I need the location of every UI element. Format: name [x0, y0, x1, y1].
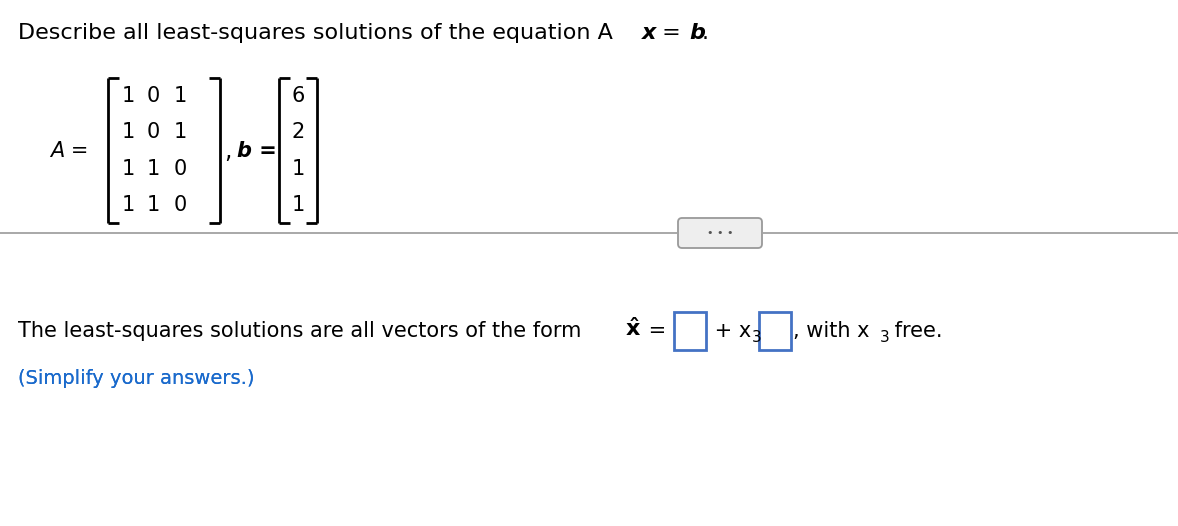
Text: 3: 3	[752, 329, 761, 345]
FancyBboxPatch shape	[679, 218, 762, 248]
Text: 1: 1	[173, 123, 186, 143]
Text: + x: + x	[708, 321, 752, 341]
Text: 1: 1	[173, 86, 186, 106]
Text: 1: 1	[121, 159, 134, 179]
Text: 3: 3	[880, 329, 889, 345]
Bar	[760, 312, 792, 350]
Text: 1: 1	[121, 86, 134, 106]
Text: b =: b =	[237, 141, 277, 161]
Text: The least-squares solutions are all vectors of the form: The least-squares solutions are all vect…	[18, 321, 588, 341]
Text: A =: A =	[49, 141, 88, 161]
Text: (Simplify your answers.): (Simplify your answers.)	[18, 369, 254, 388]
Text: 1: 1	[291, 195, 305, 215]
Text: 1: 1	[146, 159, 160, 179]
Text: • • •: • • •	[707, 228, 733, 238]
Text: 0: 0	[146, 86, 160, 106]
Text: (Simplify your answers.): (Simplify your answers.)	[18, 369, 254, 388]
Text: 6: 6	[291, 86, 305, 106]
Text: b: b	[689, 23, 706, 43]
Text: free.: free.	[888, 321, 942, 341]
Text: x: x	[642, 23, 656, 43]
Text: , with x: , with x	[794, 321, 869, 341]
Text: 1: 1	[146, 195, 160, 215]
Text: 0: 0	[173, 195, 186, 215]
Text: .: .	[702, 23, 709, 43]
Text: 0: 0	[173, 159, 186, 179]
Text: 1: 1	[291, 159, 305, 179]
Text: Describe all least-squares solutions of the equation A: Describe all least-squares solutions of …	[18, 23, 613, 43]
Text: ,: ,	[224, 139, 231, 163]
Bar	[674, 312, 706, 350]
Text: 0: 0	[146, 123, 160, 143]
Text: =: =	[642, 321, 673, 341]
Text: 1: 1	[121, 195, 134, 215]
Text: 2: 2	[291, 123, 305, 143]
Text: =: =	[655, 23, 688, 43]
Text: 1: 1	[121, 123, 134, 143]
Text: $\mathbf{\hat{x}}$: $\mathbf{\hat{x}}$	[624, 318, 641, 340]
